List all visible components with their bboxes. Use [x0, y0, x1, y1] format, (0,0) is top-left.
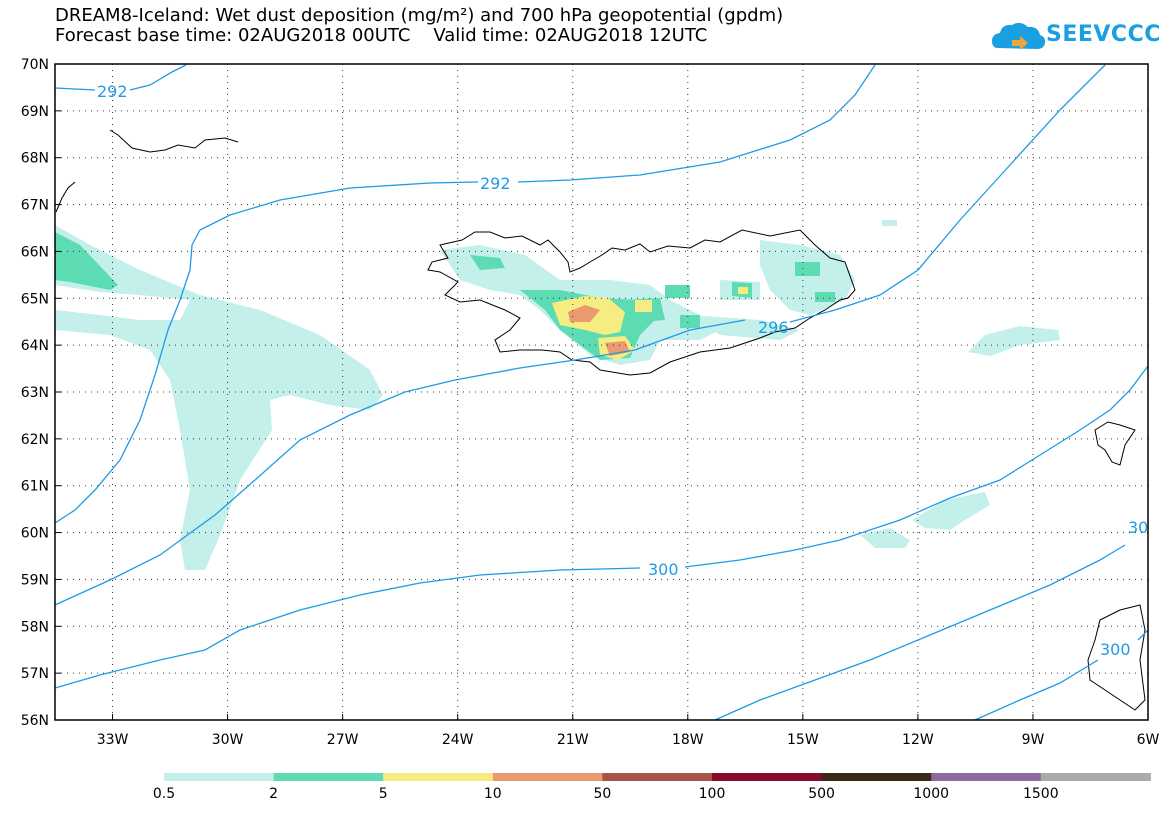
colorbar-swatch: [492, 773, 603, 781]
contour-label: 300: [648, 560, 679, 579]
cloud-icon: [992, 22, 1046, 50]
longitude-label: 24W: [442, 732, 474, 748]
latitude-label: 62N: [21, 432, 49, 448]
longitude-labels: 33W 30W 27W 24W 21W 18W 15W 12W 9W 6W: [97, 714, 1160, 748]
colorbar-label: 500: [808, 786, 835, 802]
longitude-label: 18W: [672, 732, 704, 748]
logo-text: SEEVCCC: [1046, 22, 1161, 47]
contour-label: 292: [97, 82, 128, 101]
latitude-label: 59N: [21, 572, 49, 588]
latitude-label: 56N: [21, 713, 49, 729]
latitude-label: 70N: [21, 57, 49, 73]
longitude-label: 33W: [97, 732, 129, 748]
colorbar-swatch: [821, 773, 932, 781]
colorbar-label: 10: [484, 786, 502, 802]
colorbar-label: 0.5: [153, 786, 175, 802]
colorbar-swatch: [383, 773, 494, 781]
dust-deposition-shading: [55, 220, 1060, 570]
colorbar-label: 5: [379, 786, 388, 802]
colorbar-swatch: [602, 773, 713, 781]
latitude-label: 68N: [21, 151, 49, 167]
colorbar-swatch: [164, 773, 275, 781]
latitude-label: 58N: [21, 619, 49, 635]
latitude-label: 63N: [21, 385, 49, 401]
latitude-label: 60N: [21, 526, 49, 542]
latitude-label: 66N: [21, 244, 49, 260]
latitude-label: 61N: [21, 479, 49, 495]
latitude-label: 67N: [21, 198, 49, 214]
contour-label: 30: [1128, 518, 1148, 537]
longitude-label: 30W: [212, 732, 244, 748]
contour-labels: 292 292 296 300 30 300: [97, 82, 1148, 659]
longitude-label: 27W: [327, 732, 359, 748]
contour-label: 300: [1100, 640, 1131, 659]
colorbar-label: 1000: [913, 786, 949, 802]
longitude-label: 15W: [787, 732, 819, 748]
latitude-labels: 70N 69N 68N 67N 66N 65N 64N 63N 62N 61N 60N 59N 58N 5…: [21, 57, 61, 729]
colorbar-label: 50: [593, 786, 611, 802]
colorbar-swatch: [273, 773, 384, 781]
colorbar-label: 100: [699, 786, 726, 802]
longitude-label: 9W: [1022, 732, 1045, 748]
colorbar-swatch: [712, 773, 823, 781]
longitude-label: 6W: [1137, 732, 1160, 748]
colorbar-swatch: [1040, 773, 1151, 781]
latitude-label: 69N: [21, 104, 49, 120]
map-title: DREAM8-Iceland: Wet dust deposition (mg/…: [55, 5, 784, 26]
colorbar-swatch: [931, 773, 1042, 781]
contour-label: 292: [480, 174, 511, 193]
geopotential-contours: [54, 64, 1149, 721]
latitude-label: 57N: [21, 666, 49, 682]
latitude-label: 64N: [21, 338, 49, 354]
colorbar-label: 2: [269, 786, 278, 802]
longitude-label: 12W: [902, 732, 934, 748]
latitude-label: 65N: [21, 291, 49, 307]
colorbar-label: 1500: [1023, 786, 1059, 802]
contour-label: 296: [758, 318, 789, 337]
longitude-label: 21W: [557, 732, 589, 748]
map-subtitle: Forecast base time: 02AUG2018 00UTC Vali…: [55, 25, 708, 46]
graticule: [55, 64, 1148, 720]
